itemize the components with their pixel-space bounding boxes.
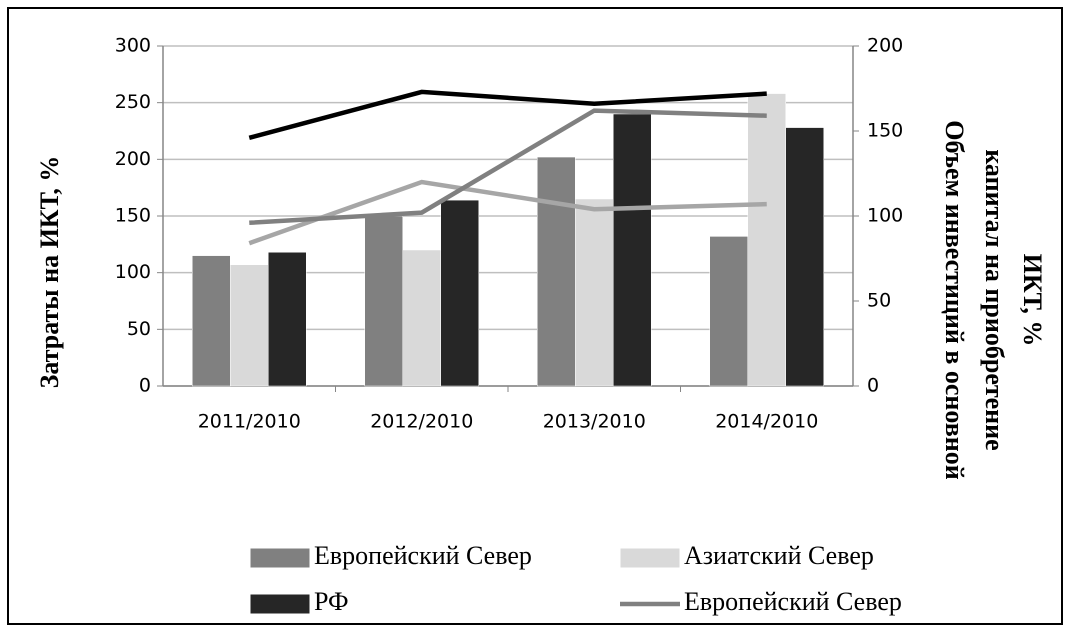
y-tick-label: 300 xyxy=(115,35,151,57)
y-tick-label: 150 xyxy=(115,205,151,227)
bar xyxy=(613,113,652,387)
bar xyxy=(709,236,748,387)
y-tick-label: 250 xyxy=(115,91,151,113)
legend-label: РФ xyxy=(314,587,349,616)
y-tick-label: 200 xyxy=(115,148,151,170)
x-tick-label: 2014/2010 xyxy=(715,411,818,433)
line xyxy=(249,108,767,226)
y-tick-label: 50 xyxy=(127,318,151,340)
y2-axis-title: ИКТ, % xyxy=(1018,254,1047,347)
bar xyxy=(747,93,786,387)
bar xyxy=(440,199,479,387)
y-tick-label: 100 xyxy=(115,261,151,283)
y2-axis-title: Объем инвестиций в основной xyxy=(940,120,969,480)
x-tick-label: 2013/2010 xyxy=(543,411,646,433)
legend-swatch xyxy=(619,547,681,569)
legend-label: Европейский Север xyxy=(314,541,532,570)
bar xyxy=(230,264,269,387)
bar xyxy=(402,249,441,387)
y2-tick-label: 150 xyxy=(867,120,903,142)
bar xyxy=(268,252,307,387)
line xyxy=(248,179,767,246)
legend-swatch xyxy=(249,547,311,569)
legend-label: Азиатский Север xyxy=(684,541,874,570)
x-tick-label: 2012/2010 xyxy=(370,411,473,433)
bar xyxy=(192,255,231,387)
bar xyxy=(785,127,824,387)
bar xyxy=(364,215,403,387)
x-tick-label: 2011/2010 xyxy=(198,411,301,433)
bar xyxy=(575,198,614,387)
legend-label: Европейский Север xyxy=(684,587,902,616)
y2-tick-label: 200 xyxy=(867,35,903,57)
y-axis-title: Затраты на ИКТ, % xyxy=(35,156,64,389)
chart-frame xyxy=(7,7,1063,625)
line xyxy=(248,89,767,140)
legend-swatch xyxy=(249,593,311,615)
y2-axis-title: капитал на приобретение xyxy=(980,149,1009,450)
y2-tick-label: 50 xyxy=(867,290,891,312)
bar xyxy=(537,156,576,387)
y-tick-label: 0 xyxy=(139,375,151,397)
y2-tick-label: 0 xyxy=(867,375,879,397)
y2-tick-label: 100 xyxy=(867,205,903,227)
